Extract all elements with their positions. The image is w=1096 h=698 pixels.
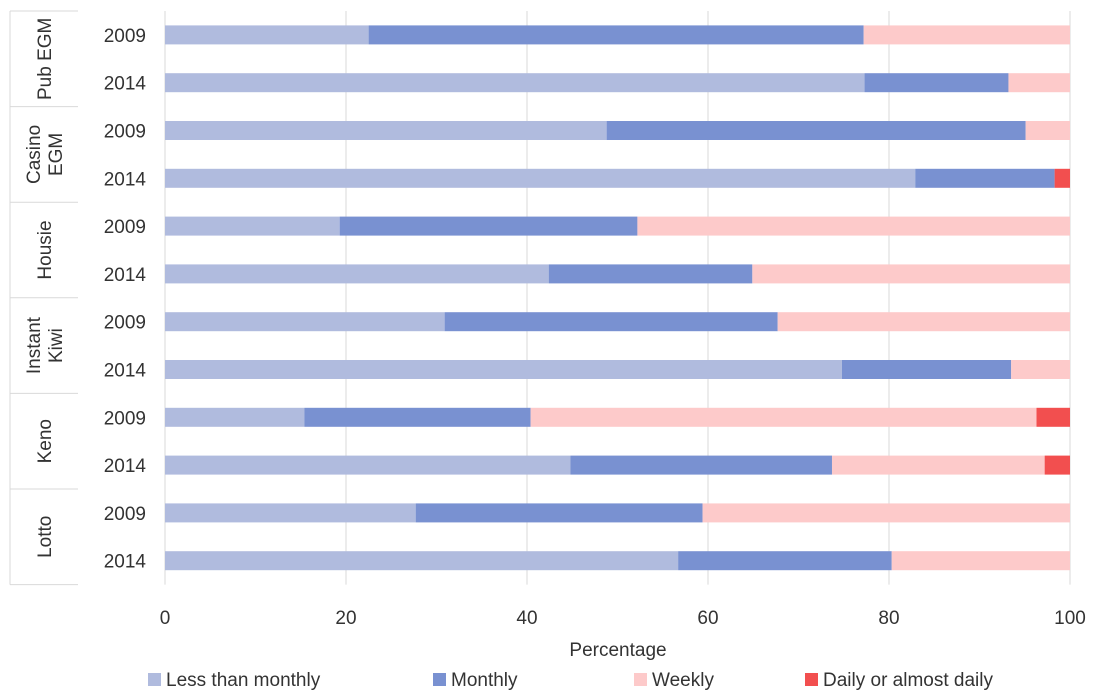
bar-segment [368, 25, 864, 45]
year-label: 2009 [104, 504, 146, 525]
year-label: 2009 [104, 408, 146, 429]
group-label: Keno [35, 419, 56, 463]
bar-segment [637, 216, 1070, 236]
x-tick-label: 20 [335, 608, 356, 629]
bar-segment [165, 312, 445, 332]
group-label-line: Casino [24, 125, 45, 184]
year-label: 2014 [104, 552, 147, 573]
legend-label: Less than monthly [166, 670, 321, 691]
group-label: Pub EGM [35, 18, 56, 100]
bar-segment [548, 264, 753, 284]
x-tick-label: 60 [697, 608, 718, 629]
legend-swatch [433, 673, 446, 686]
group-label-line: Lotto [35, 516, 56, 558]
legend-swatch [148, 673, 161, 686]
bar-segment [165, 503, 416, 523]
bar-segment [165, 455, 571, 475]
bar-segment [1036, 407, 1070, 427]
legend-swatch [634, 673, 647, 686]
bar-segment [165, 25, 369, 45]
legend: Less than monthly Monthly Weekly Daily or a… [148, 670, 993, 691]
bar-segment [1044, 455, 1070, 475]
x-tick-labels: 0 20 40 60 80 100 [160, 608, 1086, 629]
year-label: 2009 [104, 26, 146, 47]
bar-segment [165, 360, 842, 379]
bar-segment [1008, 73, 1070, 93]
bar-segment [678, 551, 892, 571]
x-tick-label: 0 [160, 608, 171, 629]
group-label: Instant Kiwi [24, 316, 67, 374]
group-label-line: Housie [35, 220, 56, 279]
legend-label: Weekly [652, 670, 714, 691]
group-label-line: EGM [46, 133, 67, 176]
x-tick-label: 100 [1054, 608, 1086, 629]
bar-segment [915, 168, 1055, 188]
group-label: Lotto [35, 516, 56, 558]
x-tick-label: 40 [516, 608, 537, 629]
bar-segment [841, 360, 1012, 379]
bar-segment [863, 25, 1070, 45]
bar-segment [530, 407, 1037, 427]
bar-segment [864, 73, 1009, 93]
bar-segment [444, 312, 778, 332]
x-axis-title: Percentage [569, 640, 666, 661]
bar-segment [165, 407, 305, 427]
group-labels: Pub EGM Casino EGM Housie Instant Kiwi Keno Lot… [9, 10, 78, 586]
bar-segment [165, 121, 607, 140]
bar-segment [165, 73, 865, 93]
year-label: 2014 [104, 169, 147, 190]
legend-swatch [805, 673, 818, 686]
group-label-line: Keno [35, 419, 56, 463]
year-label: 2009 [104, 217, 146, 238]
year-label: 2014 [104, 361, 147, 382]
row-labels: 2009 2014 2009 2014 2009 2014 2009 2014 2009 2014… [104, 26, 147, 573]
bar-segment [1025, 121, 1070, 140]
year-label: 2014 [104, 265, 147, 286]
bar-segment [165, 264, 549, 284]
legend-label: Daily or almost daily [823, 670, 993, 691]
bar-segment [1011, 360, 1070, 379]
bar-segment [165, 216, 340, 236]
group-label-line: Kiwi [46, 328, 67, 363]
x-tick-label: 80 [878, 608, 899, 629]
bar-segment [165, 551, 679, 571]
bar-segment [831, 455, 1045, 475]
bar-segment [891, 551, 1070, 571]
group-label: Housie [35, 220, 56, 279]
group-label-line: Instant [24, 316, 45, 374]
bar-segment [1054, 168, 1070, 188]
bar-segment [752, 264, 1070, 284]
bar-segment [777, 312, 1070, 332]
bar-segment [570, 455, 832, 475]
year-label: 2014 [104, 74, 147, 95]
bars [165, 25, 1070, 571]
bar-segment [165, 168, 916, 188]
bar-segment [304, 407, 531, 427]
year-label: 2009 [104, 122, 146, 143]
bar-segment [415, 503, 703, 523]
bar-segment [339, 216, 638, 236]
legend-label: Monthly [451, 670, 518, 691]
group-label: Casino EGM [24, 125, 67, 184]
year-label: 2014 [104, 456, 147, 477]
gridlines [164, 11, 1071, 585]
bar-segment [606, 121, 1026, 140]
bar-segment [702, 503, 1070, 523]
year-label: 2009 [104, 313, 146, 334]
group-label-line: Pub EGM [35, 18, 56, 100]
